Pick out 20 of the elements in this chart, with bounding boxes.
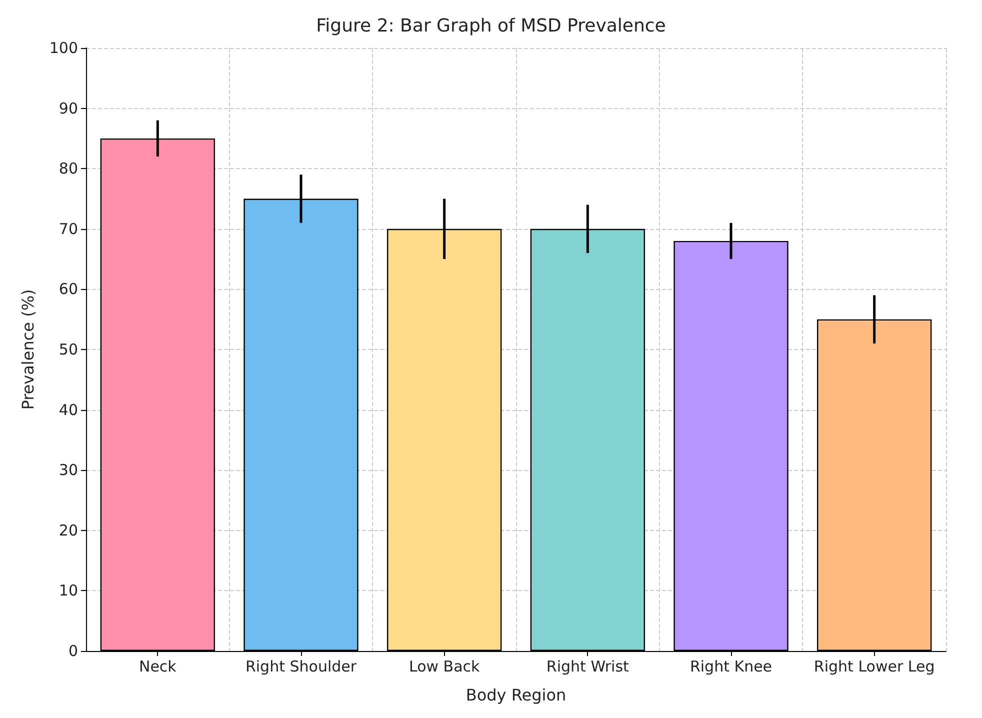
x-tick-label: Neck — [138, 658, 177, 676]
x-tick-label: Low Back — [408, 658, 480, 676]
y-tick-label: 30 — [58, 461, 78, 480]
x-axis-title: Body Region — [466, 686, 566, 704]
y-tick-label: 50 — [58, 340, 78, 358]
y-tick-label: 40 — [58, 400, 78, 419]
x-tick-label: Right Shoulder — [245, 658, 358, 676]
chart-title: Figure 2: Bar Graph of MSD Prevalence — [316, 16, 666, 36]
y-tick-label: 70 — [58, 220, 78, 238]
x-tick-label: Right Lower Leg — [814, 658, 935, 676]
y-tick-label: 100 — [49, 39, 78, 57]
y-tick-label: 60 — [58, 280, 78, 298]
y-tick-label: 0 — [68, 642, 78, 660]
y-tick-label: 90 — [58, 99, 78, 118]
y-tick-label: 10 — [58, 582, 78, 600]
y-axis-title: Prevalence (%) — [18, 289, 38, 410]
x-tick-label: Right Wrist — [546, 658, 630, 676]
y-tick-label: 20 — [58, 521, 78, 540]
x-tick-label: Right Knee — [690, 658, 772, 676]
y-tick-label: 80 — [58, 160, 78, 178]
